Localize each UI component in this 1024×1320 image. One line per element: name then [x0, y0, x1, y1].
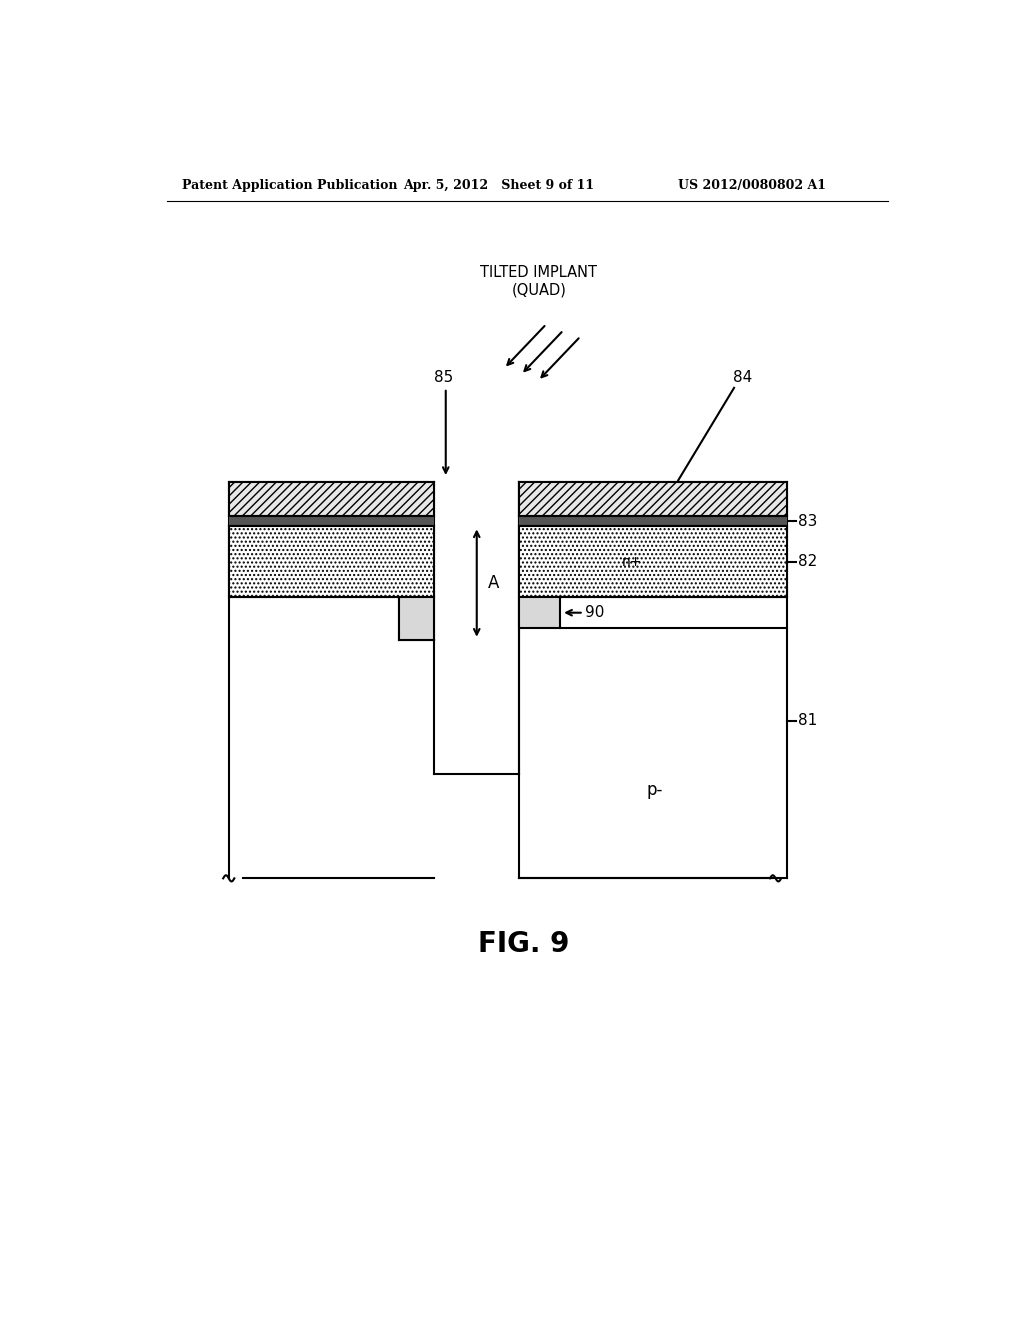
Text: 83: 83 — [799, 513, 818, 529]
Text: p: p — [527, 606, 537, 619]
Bar — [228, 527, 434, 598]
Text: FIG. 9: FIG. 9 — [477, 929, 569, 958]
Bar — [519, 527, 786, 598]
Text: Apr. 5, 2012   Sheet 9 of 11: Apr. 5, 2012 Sheet 9 of 11 — [403, 178, 594, 191]
Text: 85: 85 — [434, 371, 454, 385]
Text: p-: p- — [647, 781, 664, 799]
Text: TILTED IMPLANT
(QUAD): TILTED IMPLANT (QUAD) — [480, 265, 597, 298]
Bar — [228, 482, 434, 516]
Bar — [519, 516, 786, 527]
Bar — [399, 597, 434, 640]
Bar — [434, 482, 519, 775]
Text: 84: 84 — [732, 371, 752, 385]
Text: US 2012/0080802 A1: US 2012/0080802 A1 — [678, 178, 826, 191]
Text: 81: 81 — [799, 713, 817, 729]
Bar — [228, 516, 434, 527]
Text: 90: 90 — [586, 605, 604, 620]
Bar — [519, 598, 786, 878]
Bar — [228, 598, 434, 878]
Text: n+: n+ — [622, 554, 642, 569]
Bar — [519, 482, 786, 516]
Text: A: A — [488, 574, 500, 593]
Text: 82: 82 — [799, 554, 817, 569]
Bar — [519, 597, 560, 628]
Text: Patent Application Publication: Patent Application Publication — [182, 178, 397, 191]
